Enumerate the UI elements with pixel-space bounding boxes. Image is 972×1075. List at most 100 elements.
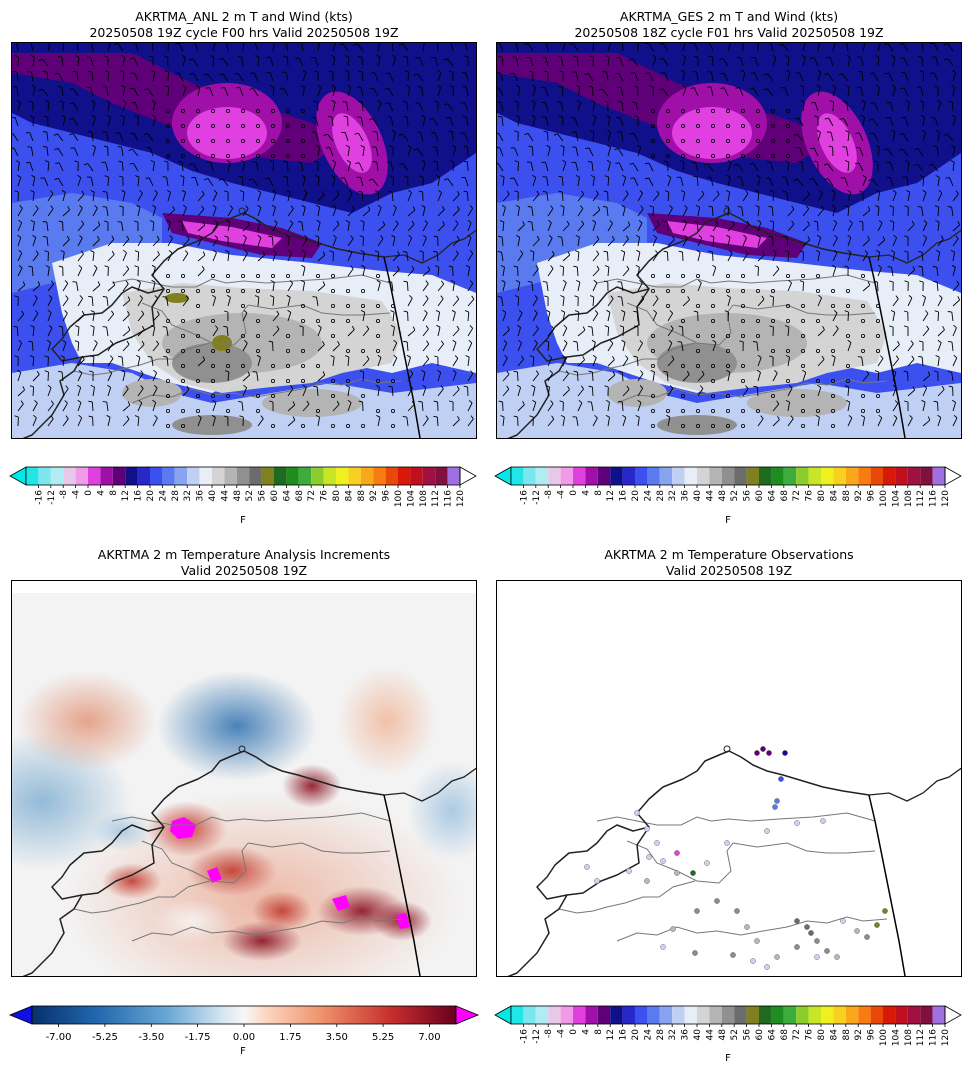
colorbar-segment <box>224 467 237 485</box>
colorbar-segment <box>808 467 821 485</box>
colorbar-tick-label: 44 <box>220 490 230 502</box>
observation-marker <box>874 922 880 928</box>
inc-colorbar-tick-label: -7.00 <box>46 1032 72 1043</box>
observation-marker <box>674 870 680 876</box>
colorbar-tick-label: 48 <box>233 490 243 502</box>
observation-marker <box>882 908 888 914</box>
observation-marker <box>814 954 820 960</box>
colorbar-tick-label: -16 <box>34 490 44 505</box>
colorbar-segment <box>610 467 623 485</box>
observation-marker <box>764 964 770 970</box>
colorbar-tick-label: 100 <box>879 1029 889 1046</box>
inc-title-line2: Valid 20250508 19Z <box>180 563 308 578</box>
inc-colorbar-tick-label: -1.75 <box>185 1032 211 1043</box>
colorbar-tick-label: 60 <box>755 1029 765 1041</box>
colorbar-tick-label: 4 <box>581 1029 591 1035</box>
colorbar-tick-label: 44 <box>705 490 715 502</box>
colorbar-segment <box>721 1006 735 1024</box>
colorbar-segment <box>398 467 411 485</box>
colorbar-tick-label: 112 <box>431 490 441 507</box>
colorbar-tick-label: 28 <box>656 1029 666 1041</box>
colorbar-segment <box>833 467 846 485</box>
colorbar-tick-label: -4 <box>72 490 82 499</box>
colorbar-segment <box>573 467 586 485</box>
observation-marker <box>654 840 660 846</box>
colorbar-tick-label: 72 <box>792 490 802 501</box>
colorbar-tick-label: 24 <box>643 490 653 502</box>
colorbar-segment <box>150 467 163 485</box>
colorbar-tick-label: 88 <box>842 1029 852 1041</box>
observation-marker <box>694 908 700 914</box>
colorbar-tick-label: 44 <box>705 1029 715 1041</box>
colorbar-tick-label: 116 <box>444 490 454 507</box>
colorbar-segment <box>734 1006 747 1024</box>
colorbar-tick-label: 68 <box>780 490 790 502</box>
colorbar-segment <box>709 1006 722 1024</box>
colorbar-segment <box>771 1006 784 1024</box>
ges-temperature-wind-map <box>496 42 962 439</box>
colorbar-segment <box>585 467 598 485</box>
observation-marker <box>754 938 760 944</box>
obs-temperature-colorbar: -16 -12 -8 -4 0 4 8 12 16 20 24 28 32 36 40 44 48 52 56 60 6… <box>494 1005 962 1056</box>
observation-marker <box>644 826 650 832</box>
colorbar-tick-label: 92 <box>854 490 864 501</box>
colorbar-segment <box>88 467 101 485</box>
colorbar-segment <box>796 1006 809 1024</box>
colorbar-tick-label: 56 <box>743 490 753 502</box>
anl-title-line2: 20250508 19Z cycle F00 hrs Valid 2025050… <box>89 25 399 40</box>
colorbar-segment <box>447 467 460 485</box>
colorbar-tick-label: 20 <box>631 1029 641 1041</box>
colorbar-segment <box>920 1006 933 1024</box>
colorbar-tick-label: 80 <box>817 490 827 502</box>
colorbar-tick-label: 56 <box>743 1029 753 1041</box>
colorbar-segment <box>422 467 436 485</box>
ges-title-line1: AKRTMA_GES 2 m T and Wind (kts) <box>619 9 839 24</box>
colorbar-low-extend <box>9 466 27 486</box>
colorbar-segment <box>697 1006 710 1024</box>
colorbar-segment <box>298 467 312 485</box>
colorbar-tick-label: -8 <box>544 1029 554 1038</box>
colorbar-segment <box>336 467 349 485</box>
colorbar-segment <box>199 467 212 485</box>
colorbar-segment <box>709 467 722 485</box>
inc-colorbar-tick-label: 3.50 <box>326 1032 348 1043</box>
observation-marker <box>854 928 860 934</box>
colorbar-segment <box>808 1006 821 1024</box>
colorbar-segment <box>535 467 549 485</box>
colorbar-tick-label: 60 <box>755 490 765 502</box>
colorbar-segment <box>895 1006 908 1024</box>
colorbar-segment <box>845 1006 859 1024</box>
colorbar-segment <box>597 467 611 485</box>
colorbar-tick-label: -8 <box>59 490 69 499</box>
colorbar-tick-label: 16 <box>619 1029 629 1041</box>
colorbar-tick-label: 0 <box>569 490 579 496</box>
colorbar-segment <box>348 467 361 485</box>
colorbar-segment <box>249 467 262 485</box>
observation-marker <box>864 934 870 940</box>
colorbar-tick-label: 72 <box>307 490 317 501</box>
colorbar-tick-label: 16 <box>134 490 144 502</box>
colorbar-tick-label: 52 <box>730 1029 740 1040</box>
colorbar-segment <box>560 1006 573 1024</box>
colorbar-segment <box>511 1006 524 1024</box>
colorbar-tick-label: 100 <box>879 490 889 507</box>
observation-marker <box>674 850 680 856</box>
colorbar-segment <box>523 1006 536 1024</box>
observation-marker <box>634 810 640 816</box>
colorbar-segment <box>585 1006 598 1024</box>
increment-max-areas <box>170 817 410 929</box>
observation-marker <box>840 918 846 924</box>
colorbar-tick-label: 88 <box>842 490 852 502</box>
colorbar-tick-label: 108 <box>904 490 914 507</box>
colorbar-segment <box>597 1006 611 1024</box>
observation-marker <box>764 828 770 834</box>
ges-temperature-colorbar: -16 -12 -8 -4 0 4 8 12 16 20 24 28 32 36 40 44 48 52 56 60 6… <box>494 466 962 517</box>
colorbar-segment <box>560 467 573 485</box>
colorbar-tick-label: 88 <box>357 490 367 502</box>
colorbar-tick-label: 100 <box>394 490 404 507</box>
observation-marker <box>834 954 840 960</box>
colorbar-tick-label: 112 <box>916 490 926 507</box>
colorbar-tick-label: 80 <box>817 1029 827 1041</box>
observation-marker <box>794 944 800 950</box>
observation-marker <box>714 898 720 904</box>
